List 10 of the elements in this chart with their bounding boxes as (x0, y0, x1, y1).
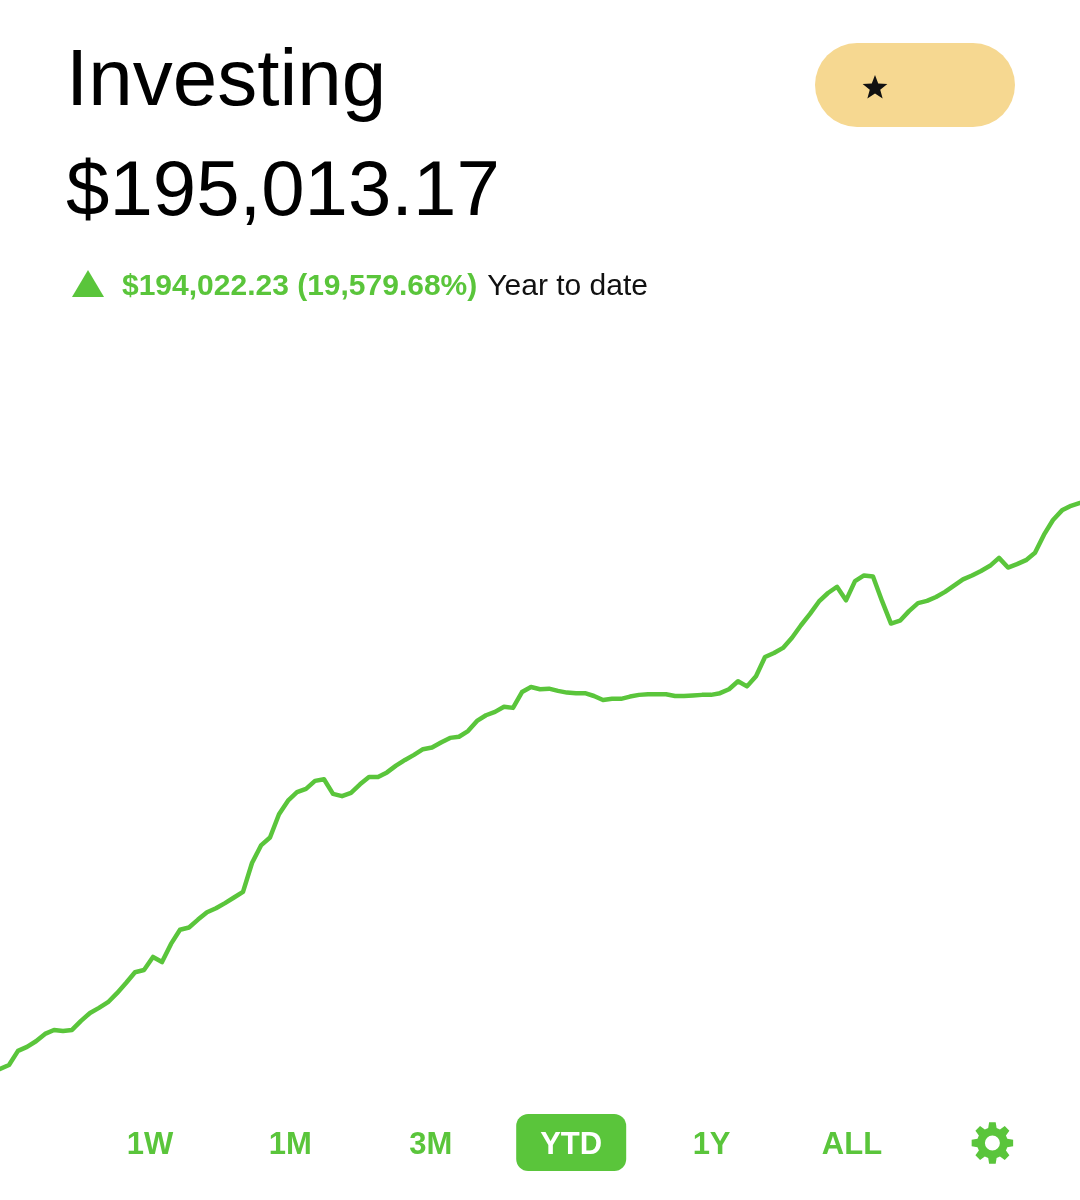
text: 3M (409, 1126, 453, 1161)
text: 1W (126, 1126, 174, 1161)
text: ALL (821, 1126, 883, 1161)
text: 1Y (692, 1126, 731, 1161)
text: 1M (268, 1126, 312, 1161)
text: $194,022.23 (19,579.68%) (122, 268, 478, 301)
chart-title: Investing (66, 33, 387, 122)
chart-subtitle: $195,013.17 (66, 144, 500, 232)
text: YTD (540, 1126, 603, 1161)
text: Year to date (487, 268, 648, 301)
